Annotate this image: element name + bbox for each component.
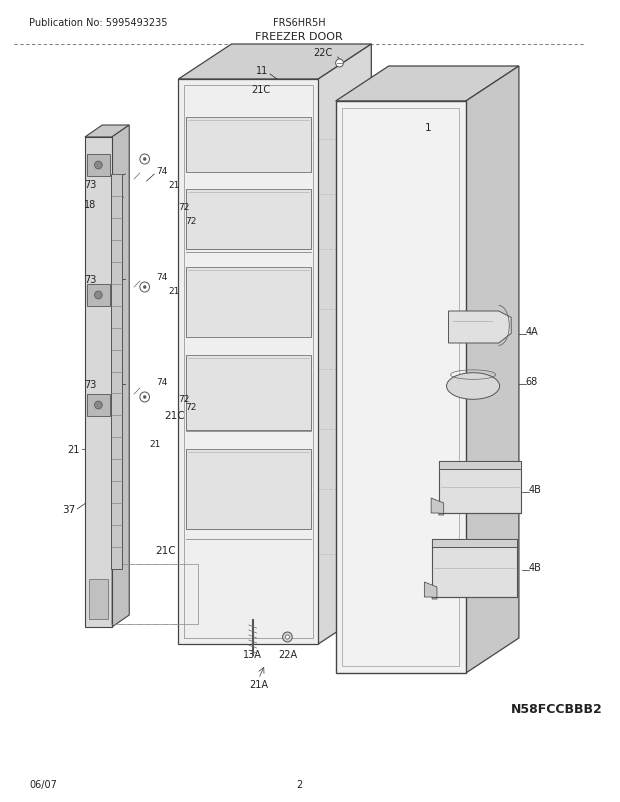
Bar <box>85 138 112 627</box>
Text: 21A: 21A <box>249 679 268 689</box>
Polygon shape <box>439 461 521 513</box>
Text: 22C: 22C <box>314 48 333 58</box>
Text: 74: 74 <box>156 273 167 282</box>
Polygon shape <box>112 126 129 627</box>
Text: 72: 72 <box>179 395 190 404</box>
Polygon shape <box>335 67 519 102</box>
Text: Publication No: 5995493235: Publication No: 5995493235 <box>29 18 167 28</box>
Text: FREEZER DOOR: FREEZER DOOR <box>255 32 343 42</box>
Circle shape <box>143 396 146 399</box>
Text: 22A: 22A <box>278 649 297 659</box>
Bar <box>439 461 521 469</box>
Text: 21C: 21C <box>164 411 185 420</box>
Circle shape <box>335 60 343 68</box>
Polygon shape <box>85 126 129 138</box>
Polygon shape <box>186 118 311 172</box>
Text: 37: 37 <box>62 504 75 514</box>
Text: 73: 73 <box>84 379 97 390</box>
Text: 4A: 4A <box>526 326 538 337</box>
Text: 73: 73 <box>84 274 97 285</box>
Text: 21: 21 <box>169 180 180 189</box>
Circle shape <box>140 282 149 293</box>
Bar <box>342 109 459 666</box>
Text: N58FCCBBB2: N58FCCBBB2 <box>512 703 603 715</box>
Text: 21C: 21C <box>155 545 175 555</box>
Circle shape <box>283 632 292 642</box>
Text: 2: 2 <box>296 779 302 789</box>
Circle shape <box>285 635 290 639</box>
Text: 21: 21 <box>169 287 180 296</box>
Text: 72: 72 <box>185 403 197 412</box>
Polygon shape <box>448 312 512 343</box>
Bar <box>89 579 108 619</box>
Polygon shape <box>186 190 311 249</box>
Text: 74: 74 <box>156 378 167 387</box>
Bar <box>432 539 517 547</box>
Bar <box>111 565 198 624</box>
Circle shape <box>140 155 149 164</box>
Circle shape <box>94 402 102 410</box>
Text: 4B: 4B <box>529 562 541 573</box>
Circle shape <box>140 392 149 403</box>
Polygon shape <box>186 268 311 338</box>
Text: 68: 68 <box>526 376 538 387</box>
Polygon shape <box>431 498 444 516</box>
Text: FRS6HR5H: FRS6HR5H <box>273 18 326 28</box>
Bar <box>87 155 110 176</box>
Bar <box>184 86 312 638</box>
Polygon shape <box>186 449 311 529</box>
Text: 4B: 4B <box>529 484 541 494</box>
Text: 06/07: 06/07 <box>29 779 57 789</box>
Bar <box>179 80 318 644</box>
Bar <box>335 102 466 673</box>
Bar <box>87 285 110 306</box>
Bar <box>111 175 123 569</box>
Text: 73: 73 <box>84 180 97 190</box>
Ellipse shape <box>446 373 500 400</box>
Polygon shape <box>432 539 517 597</box>
Circle shape <box>94 162 102 170</box>
Polygon shape <box>466 67 519 673</box>
Text: 21C: 21C <box>250 85 270 95</box>
Text: 21: 21 <box>68 444 80 455</box>
Text: 11: 11 <box>256 66 268 76</box>
Text: 18: 18 <box>84 200 97 210</box>
Text: 1: 1 <box>424 123 431 133</box>
Text: 74: 74 <box>156 168 167 176</box>
Text: 13A: 13A <box>243 649 262 659</box>
Text: 72: 72 <box>185 217 197 226</box>
Polygon shape <box>318 45 371 644</box>
Polygon shape <box>186 355 311 431</box>
Text: 21: 21 <box>149 440 161 449</box>
Polygon shape <box>424 582 437 599</box>
Bar <box>87 395 110 416</box>
Text: 72: 72 <box>179 202 190 211</box>
Polygon shape <box>179 45 371 80</box>
Circle shape <box>143 286 146 290</box>
Circle shape <box>143 158 146 161</box>
Circle shape <box>94 292 102 300</box>
